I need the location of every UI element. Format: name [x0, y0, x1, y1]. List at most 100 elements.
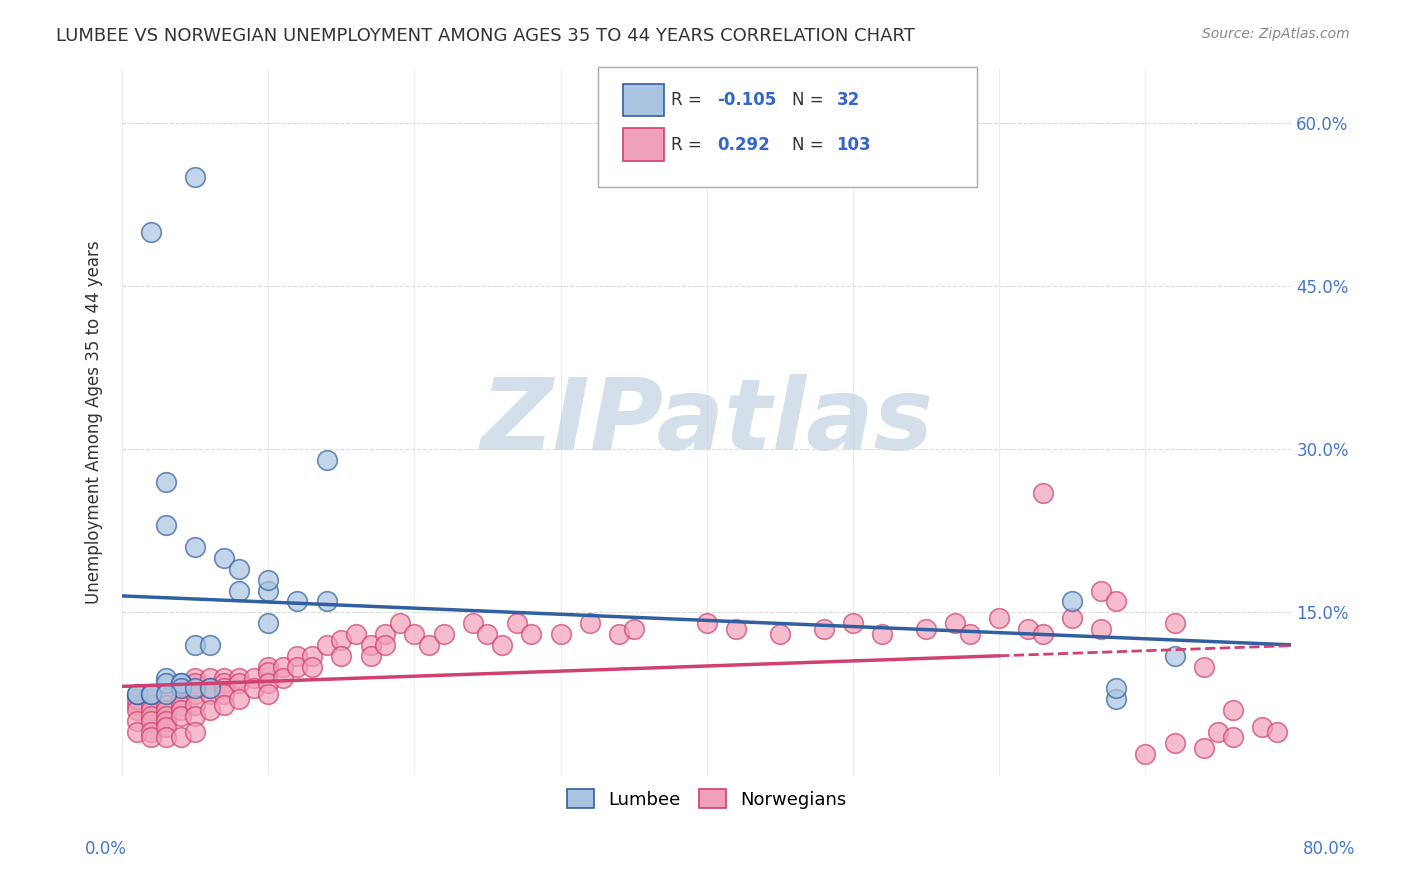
- Point: [198, 681, 221, 696]
- Point: [1208, 725, 1230, 739]
- Point: [915, 622, 938, 636]
- Text: 103: 103: [837, 136, 872, 153]
- Point: [169, 698, 191, 712]
- Point: [315, 453, 337, 467]
- Point: [198, 681, 221, 696]
- Text: N =: N =: [792, 91, 828, 109]
- Point: [1192, 659, 1215, 673]
- Point: [184, 638, 207, 652]
- Point: [184, 671, 207, 685]
- Text: LUMBEE VS NORWEGIAN UNEMPLOYMENT AMONG AGES 35 TO 44 YEARS CORRELATION CHART: LUMBEE VS NORWEGIAN UNEMPLOYMENT AMONG A…: [56, 27, 915, 45]
- Point: [184, 698, 207, 712]
- Point: [169, 676, 191, 690]
- Point: [141, 725, 163, 739]
- Point: [943, 616, 966, 631]
- Point: [696, 616, 718, 631]
- Point: [769, 627, 792, 641]
- Point: [228, 676, 250, 690]
- Point: [155, 676, 177, 690]
- Point: [330, 648, 353, 663]
- Point: [184, 170, 207, 185]
- Point: [125, 687, 148, 701]
- Text: R =: R =: [671, 91, 707, 109]
- Point: [198, 687, 221, 701]
- Point: [184, 676, 207, 690]
- Text: 32: 32: [837, 91, 860, 109]
- Point: [228, 583, 250, 598]
- Point: [388, 616, 411, 631]
- Point: [155, 518, 177, 533]
- Point: [228, 562, 250, 576]
- Point: [125, 687, 148, 701]
- Point: [315, 594, 337, 608]
- Point: [1090, 583, 1112, 598]
- Point: [141, 687, 163, 701]
- Point: [228, 671, 250, 685]
- Point: [1032, 627, 1054, 641]
- Point: [169, 681, 191, 696]
- Point: [374, 627, 396, 641]
- Point: [870, 627, 893, 641]
- Point: [477, 627, 499, 641]
- Point: [1192, 741, 1215, 756]
- Point: [141, 698, 163, 712]
- Point: [301, 648, 323, 663]
- Point: [433, 627, 456, 641]
- Point: [578, 616, 600, 631]
- Point: [125, 714, 148, 728]
- Text: R =: R =: [671, 136, 711, 153]
- Point: [155, 692, 177, 706]
- Point: [330, 632, 353, 647]
- Point: [315, 638, 337, 652]
- Text: ZIPatlas: ZIPatlas: [481, 374, 934, 470]
- Point: [287, 659, 309, 673]
- Point: [125, 692, 148, 706]
- Text: N =: N =: [792, 136, 828, 153]
- Point: [155, 731, 177, 745]
- Point: [491, 638, 513, 652]
- Point: [257, 573, 280, 587]
- Point: [141, 731, 163, 745]
- Point: [1222, 731, 1244, 745]
- Point: [184, 708, 207, 723]
- Point: [1222, 703, 1244, 717]
- Point: [1090, 622, 1112, 636]
- Text: 0.0%: 0.0%: [84, 840, 127, 858]
- Point: [1163, 736, 1185, 750]
- Point: [214, 698, 236, 712]
- Point: [1265, 725, 1288, 739]
- Point: [141, 225, 163, 239]
- Point: [257, 659, 280, 673]
- Point: [184, 725, 207, 739]
- Point: [1251, 720, 1274, 734]
- Point: [214, 671, 236, 685]
- Point: [1062, 594, 1084, 608]
- Point: [242, 671, 264, 685]
- Point: [418, 638, 440, 652]
- Point: [198, 638, 221, 652]
- Point: [271, 671, 294, 685]
- Point: [1135, 747, 1157, 761]
- Text: 0.292: 0.292: [717, 136, 770, 153]
- Point: [169, 692, 191, 706]
- Point: [257, 616, 280, 631]
- Point: [198, 703, 221, 717]
- Point: [155, 714, 177, 728]
- Point: [155, 703, 177, 717]
- Point: [214, 551, 236, 566]
- Point: [1105, 594, 1128, 608]
- Point: [184, 687, 207, 701]
- Point: [360, 638, 382, 652]
- Point: [1105, 692, 1128, 706]
- Point: [169, 708, 191, 723]
- Point: [242, 681, 264, 696]
- Point: [344, 627, 367, 641]
- Point: [724, 622, 747, 636]
- Point: [257, 687, 280, 701]
- Point: [1017, 622, 1039, 636]
- Point: [155, 708, 177, 723]
- Point: [169, 731, 191, 745]
- Point: [271, 659, 294, 673]
- Point: [155, 698, 177, 712]
- Point: [287, 594, 309, 608]
